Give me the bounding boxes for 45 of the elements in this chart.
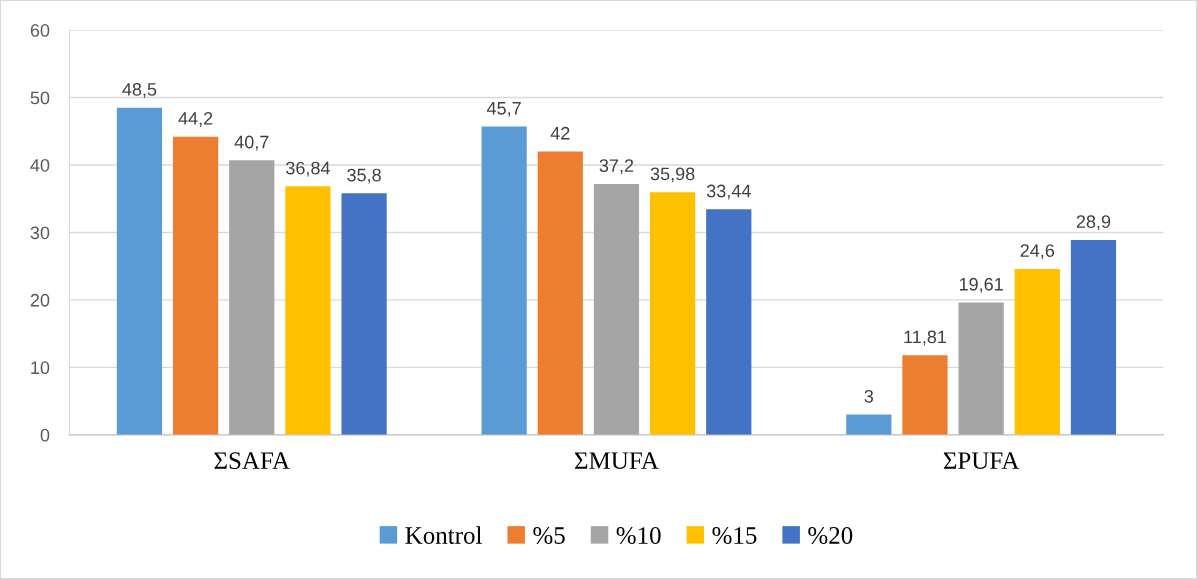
data-label: 44,2 [178,112,213,127]
legend-label: %20 [808,527,853,544]
bar [173,136,219,435]
data-label: 24,6 [1020,244,1055,260]
bar [285,186,331,435]
bar [593,183,640,435]
bar [1014,268,1060,435]
legend-label: %5 [533,527,565,544]
y-tick-label: 60 [30,24,50,37]
y-tick-label: 50 [30,91,50,105]
bar [116,107,163,435]
bar [650,192,696,435]
data-label: 3 [864,389,874,403]
bar [846,414,892,435]
data-label: 28,9 [1076,215,1111,231]
y-tick-label: 40 [30,158,50,172]
bar [229,160,275,435]
legend-label: %15 [712,527,757,544]
data-label: 37,2 [599,159,634,175]
legend-label: %10 [616,527,661,544]
data-label: 42 [550,126,570,140]
data-label: 36,84 [286,161,330,177]
y-tick-label: 0 [40,428,50,442]
data-label: 48,5 [122,82,157,98]
bar [341,193,387,435]
data-label: 11,81 [904,330,947,346]
y-tick-label: 20 [30,293,50,307]
data-label: 33,44 [706,184,751,200]
x-tick-label: ΣSAFA [214,452,290,470]
bar [537,151,583,435]
y-tick-label: 30 [30,226,50,240]
bar [706,209,752,435]
bar [902,355,948,435]
bar [958,302,1004,435]
x-tick-label: ΣPUFA [943,452,1020,470]
bar [1070,239,1117,435]
data-label: 35,98 [650,167,695,183]
legend-label: Kontrol [405,526,482,544]
data-label: 45,7 [486,102,521,117]
x-tick-label: ΣMUFA [574,452,659,470]
data-label: 35,8 [347,168,381,184]
bar [481,126,527,435]
data-label: 19,61 [959,277,1003,293]
data-label: 40,7 [234,135,269,151]
y-tick-label: 10 [31,361,50,375]
